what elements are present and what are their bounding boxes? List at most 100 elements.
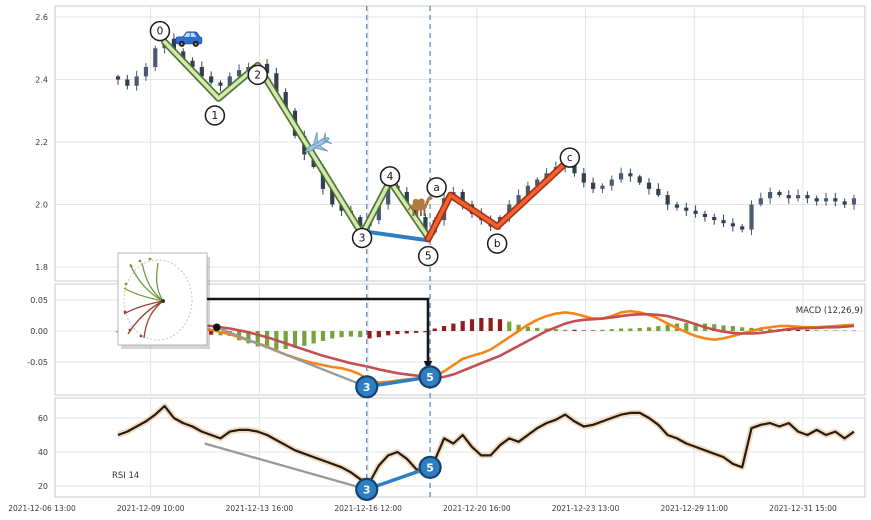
price-tick: 2.2 xyxy=(35,138,48,147)
candle xyxy=(823,198,829,202)
wave-label-text: a xyxy=(433,182,439,194)
candle xyxy=(768,192,773,199)
candle xyxy=(237,70,242,77)
candle xyxy=(758,198,763,205)
macd-tick: 0.00 xyxy=(30,327,48,336)
candle xyxy=(712,217,717,221)
rsi-tick: 40 xyxy=(38,448,48,457)
date-tick: 2021-12-06 13:00 xyxy=(8,504,76,513)
signal-line xyxy=(117,313,855,379)
rsi-marker-5: 5 xyxy=(418,455,442,479)
candle xyxy=(628,173,633,177)
candle xyxy=(143,67,149,77)
candle xyxy=(702,213,708,217)
macd-marker-5: 5 xyxy=(418,365,442,389)
marker-label: 5 xyxy=(426,371,434,384)
candle xyxy=(358,217,363,227)
candle xyxy=(153,48,158,67)
wave-label-text: 3 xyxy=(359,232,366,244)
wave-label-c: c xyxy=(559,147,581,168)
candle xyxy=(674,204,680,208)
macd-histogram xyxy=(115,317,857,350)
candle xyxy=(646,182,652,189)
price-tick: 2.4 xyxy=(35,76,48,85)
date-tick: 2021-12-20 16:00 xyxy=(443,504,511,513)
marker-label: 3 xyxy=(363,381,371,394)
rsi-trend-line xyxy=(204,442,368,491)
candle xyxy=(386,185,391,205)
candle xyxy=(423,217,428,233)
candle xyxy=(190,60,195,67)
rsi-marker-3: 3 xyxy=(355,477,379,501)
candle xyxy=(572,160,577,174)
axis-labels: 2.62.42.22.01.80.050.00-0.056040202021-1… xyxy=(8,13,837,513)
candle xyxy=(246,67,251,71)
candle xyxy=(693,210,698,214)
macd-label: MACD (12,26,9) xyxy=(795,306,863,316)
car-icon xyxy=(175,31,203,47)
candle xyxy=(218,82,223,86)
wave-label-text: 0 xyxy=(157,26,164,38)
wave-label-text: 5 xyxy=(425,251,432,263)
candle xyxy=(730,223,735,227)
inset-thumbnail xyxy=(117,252,210,349)
wave-label-text: 1 xyxy=(212,110,219,122)
airplane-icon xyxy=(304,131,333,153)
candle xyxy=(199,67,204,77)
candle xyxy=(656,188,661,196)
candle xyxy=(181,51,186,61)
price-divergence-line xyxy=(360,229,431,243)
date-tick: 2021-12-31 15:00 xyxy=(769,504,837,513)
wave-label-text: c xyxy=(567,152,573,164)
price-tick: 1.8 xyxy=(35,263,48,272)
date-tick: 2021-12-23 13:00 xyxy=(552,504,620,513)
candle xyxy=(721,220,726,224)
macd-tick: -0.05 xyxy=(27,358,48,367)
candle xyxy=(665,195,670,205)
wave-label-4: 4 xyxy=(379,166,401,187)
wave-label-0: 0 xyxy=(149,20,171,42)
candle xyxy=(525,185,531,196)
candle xyxy=(814,198,819,202)
candle xyxy=(795,195,801,199)
candle xyxy=(609,179,614,186)
rsi-tick: 20 xyxy=(38,482,48,491)
camel-icon xyxy=(407,196,433,217)
wave-label-text: b xyxy=(494,238,501,250)
candle xyxy=(330,188,335,205)
candle xyxy=(637,176,642,183)
marker-label: 3 xyxy=(363,483,371,496)
wave-label-3: 3 xyxy=(351,227,373,249)
rsi-tick: 60 xyxy=(38,414,48,423)
candle xyxy=(777,192,782,196)
date-tick: 2021-12-16 12:00 xyxy=(334,504,402,513)
candle xyxy=(320,167,326,189)
candle xyxy=(516,195,521,205)
candle xyxy=(227,76,232,86)
candle xyxy=(264,63,270,74)
macd-dot xyxy=(212,323,221,332)
candle xyxy=(134,76,139,86)
wave-label-5: 5 xyxy=(417,245,439,267)
candle xyxy=(786,195,791,199)
candle xyxy=(125,79,130,86)
wave-label-2: 2 xyxy=(247,64,268,86)
candle xyxy=(283,92,288,111)
macd-marker-3: 3 xyxy=(355,375,379,399)
candle xyxy=(376,204,381,221)
correction-line xyxy=(426,157,572,241)
connector-line xyxy=(207,297,430,363)
macd-trend-line xyxy=(216,326,368,388)
candle xyxy=(404,192,409,205)
price-panel xyxy=(54,5,866,282)
wave-label-a: a xyxy=(426,177,447,198)
candle xyxy=(600,185,605,189)
candle xyxy=(842,201,847,205)
wave-label-text: 2 xyxy=(254,69,261,81)
candle xyxy=(833,198,838,202)
date-tick: 2021-12-13 16:00 xyxy=(226,504,294,513)
candle xyxy=(115,76,121,80)
candle xyxy=(460,192,465,205)
